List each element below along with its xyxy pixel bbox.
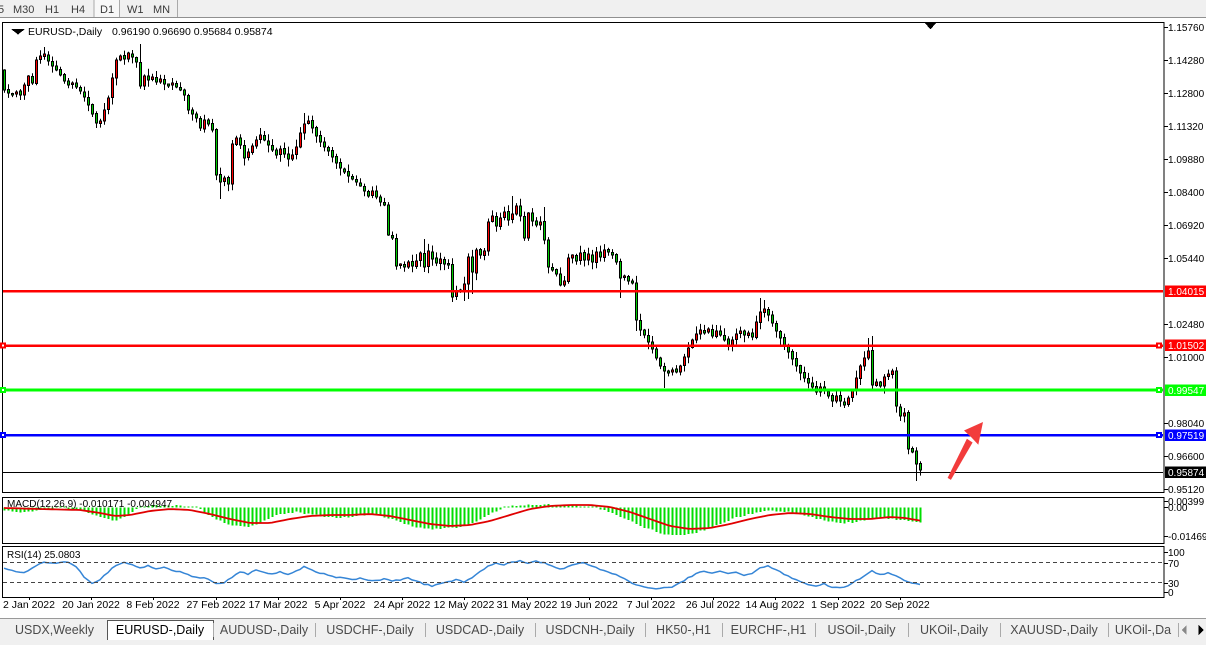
svg-text:1.11320: 1.11320 [1168, 122, 1204, 133]
svg-text:-0.014693: -0.014693 [1168, 532, 1206, 543]
svg-text:0.95874: 0.95874 [1168, 468, 1205, 479]
svg-text:1 Sep 2022: 1 Sep 2022 [811, 599, 865, 611]
svg-text:USDCHF-,Daily: USDCHF-,Daily [326, 623, 414, 637]
svg-text:0.00399: 0.00399 [1168, 497, 1205, 508]
svg-text:1.01000: 1.01000 [1168, 353, 1205, 364]
svg-text:UKOil-,Da: UKOil-,Da [1115, 623, 1171, 637]
svg-text:MN: MN [153, 4, 170, 16]
svg-text:30: 30 [1168, 579, 1180, 590]
svg-text:XAUUSD-,Daily: XAUUSD-,Daily [1010, 623, 1098, 637]
svg-text:24 Apr 2022: 24 Apr 2022 [374, 599, 431, 611]
svg-text:0.96600: 0.96600 [1168, 452, 1205, 463]
svg-text:H1: H1 [45, 4, 59, 16]
svg-text:1.08400: 1.08400 [1168, 188, 1205, 199]
svg-text:USDX,Weekly: USDX,Weekly [15, 623, 95, 637]
svg-text:H4: H4 [71, 4, 85, 16]
svg-text:1.02480: 1.02480 [1168, 320, 1205, 331]
svg-text:1.09880: 1.09880 [1168, 155, 1205, 166]
svg-text:26 Jul 2022: 26 Jul 2022 [686, 599, 740, 611]
svg-text:0.99547: 0.99547 [1168, 386, 1205, 397]
svg-text:70: 70 [1168, 559, 1180, 570]
svg-text:17 Mar 2022: 17 Mar 2022 [249, 599, 308, 611]
svg-text:1.15760: 1.15760 [1168, 23, 1205, 34]
svg-text:27 Feb 2022: 27 Feb 2022 [187, 599, 246, 611]
svg-text:USOil-,Daily: USOil-,Daily [827, 623, 896, 637]
svg-text:0.98040: 0.98040 [1168, 419, 1205, 430]
svg-text:RSI(14) 25.0803: RSI(14) 25.0803 [7, 550, 81, 561]
svg-text:AUDUSD-,Daily: AUDUSD-,Daily [220, 623, 309, 637]
svg-text:20 Sep 2022: 20 Sep 2022 [870, 599, 930, 611]
svg-text:5 Apr 2022: 5 Apr 2022 [315, 599, 366, 611]
svg-text:1.01502: 1.01502 [1168, 341, 1205, 352]
svg-text:1.12800: 1.12800 [1168, 89, 1205, 100]
svg-text:MACD(12,26,9) -0.010171 -0.004: MACD(12,26,9) -0.010171 -0.004947 [7, 499, 173, 510]
svg-text:8 Feb 2022: 8 Feb 2022 [126, 599, 179, 611]
svg-text:0.96190 0.96690 0.95684 0.9587: 0.96190 0.96690 0.95684 0.95874 [112, 26, 273, 38]
svg-text:1.14280: 1.14280 [1168, 56, 1205, 67]
svg-text:2 Jan 2022: 2 Jan 2022 [3, 599, 55, 611]
svg-text:W1: W1 [127, 4, 144, 16]
svg-text:EURUSD-,Daily: EURUSD-,Daily [116, 623, 205, 637]
svg-text:0.97519: 0.97519 [1168, 431, 1205, 442]
svg-text:0: 0 [1168, 588, 1174, 599]
svg-text:0.95120: 0.95120 [1168, 485, 1205, 496]
svg-text:7 Jul 2022: 7 Jul 2022 [627, 599, 676, 611]
svg-text:USDCAD-,Daily: USDCAD-,Daily [436, 623, 525, 637]
svg-text:D1: D1 [100, 4, 114, 16]
svg-text:1.04015: 1.04015 [1168, 287, 1205, 298]
svg-text:HK50-,H1: HK50-,H1 [656, 623, 711, 637]
svg-text:5: 5 [0, 4, 4, 16]
svg-text:19 Jun 2022: 19 Jun 2022 [560, 599, 618, 611]
svg-text:12 May 2022: 12 May 2022 [434, 599, 495, 611]
svg-text:0.00: 0.00 [1168, 503, 1188, 514]
svg-text:1.05440: 1.05440 [1168, 254, 1205, 265]
svg-text:M30: M30 [13, 4, 34, 16]
svg-text:31 May 2022: 31 May 2022 [497, 599, 558, 611]
svg-text:EURCHF-,H1: EURCHF-,H1 [731, 623, 807, 637]
svg-text:UKOil-,Daily: UKOil-,Daily [920, 623, 989, 637]
svg-text:1.06920: 1.06920 [1168, 221, 1205, 232]
svg-text:EURUSD-,Daily: EURUSD-,Daily [28, 26, 103, 38]
svg-text:100: 100 [1168, 548, 1185, 559]
svg-text:20 Jan 2022: 20 Jan 2022 [62, 599, 120, 611]
svg-text:14 Aug 2022: 14 Aug 2022 [746, 599, 805, 611]
svg-text:USDCNH-,Daily: USDCNH-,Daily [546, 623, 636, 637]
